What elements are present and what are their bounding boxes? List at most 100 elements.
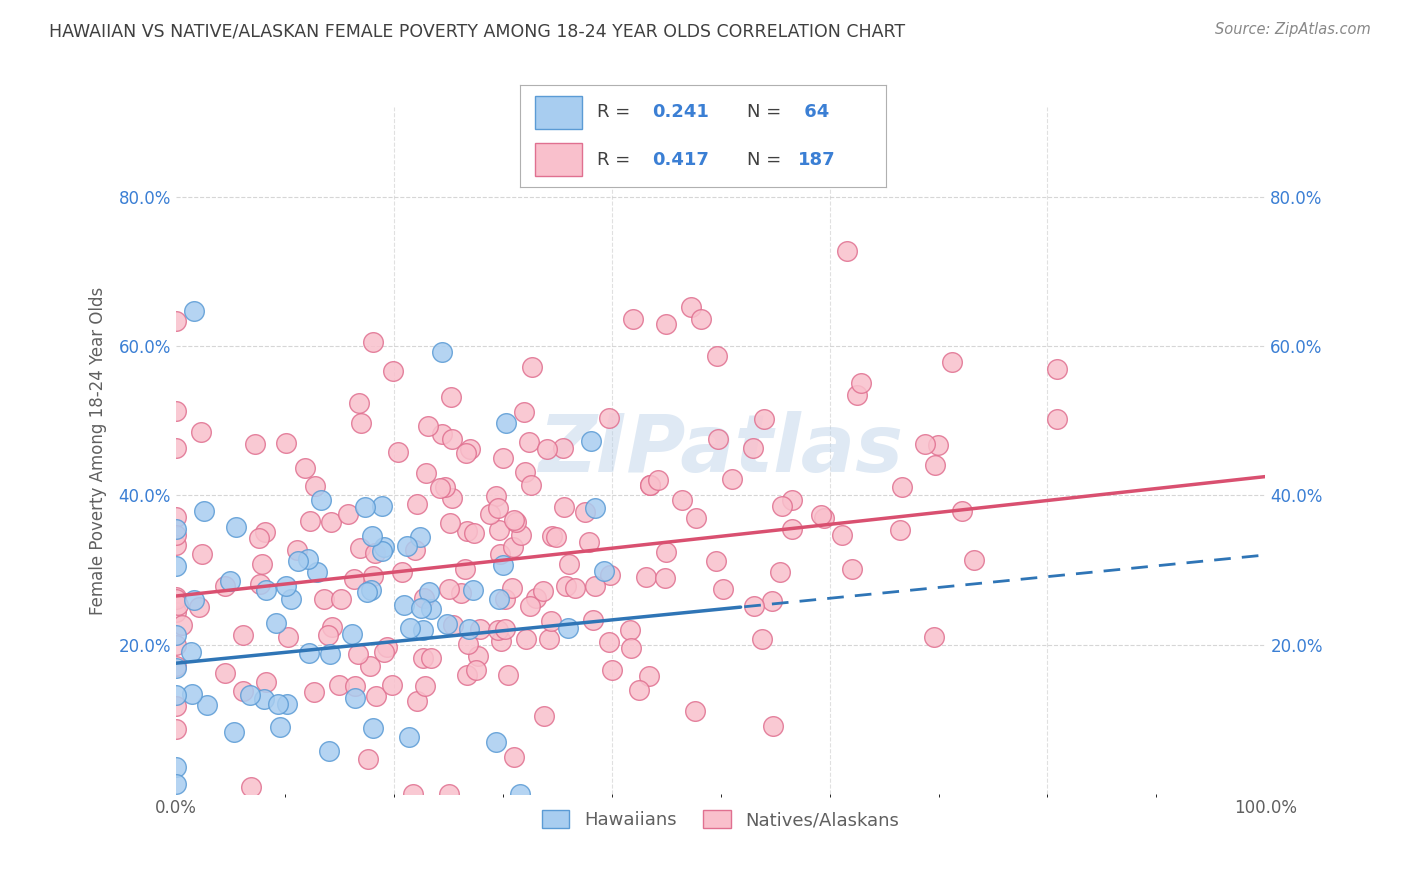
Point <box>711 582 734 597</box>
Point <box>922 630 945 644</box>
Point <box>458 442 481 456</box>
Point <box>889 523 911 537</box>
Bar <box>534 144 582 176</box>
Point <box>195 698 218 712</box>
Point <box>456 667 478 681</box>
Point <box>440 390 463 404</box>
Point <box>247 531 270 545</box>
Point <box>636 570 658 584</box>
Point <box>394 598 416 612</box>
Point <box>489 547 512 561</box>
Point <box>520 478 543 492</box>
Point <box>294 461 316 475</box>
Point <box>439 516 461 531</box>
Point <box>433 480 456 494</box>
Point <box>679 301 702 315</box>
Point <box>519 599 541 613</box>
Point <box>165 528 187 542</box>
Point <box>165 638 187 652</box>
Point <box>274 578 297 592</box>
Point <box>232 684 254 698</box>
Point <box>831 527 853 541</box>
Point <box>754 412 776 426</box>
Point <box>619 623 641 637</box>
Point <box>628 683 651 698</box>
Point <box>253 691 276 706</box>
Point <box>361 335 384 350</box>
Point <box>436 616 458 631</box>
Point <box>193 504 215 518</box>
Point <box>647 473 669 487</box>
Point <box>430 426 453 441</box>
Point <box>553 500 575 515</box>
Point <box>304 685 326 699</box>
Point <box>381 364 404 378</box>
Point <box>360 582 382 597</box>
Point <box>336 507 359 521</box>
Point <box>769 565 792 579</box>
Point <box>456 524 478 538</box>
Point <box>463 526 485 541</box>
Point <box>361 528 384 542</box>
Point <box>593 564 616 578</box>
Point <box>321 620 343 634</box>
Point <box>495 416 517 430</box>
Point <box>924 458 946 472</box>
Legend: Hawaiians, Natives/Alaskans: Hawaiians, Natives/Alaskans <box>536 803 905 837</box>
Point <box>486 623 509 637</box>
Point <box>598 410 620 425</box>
Point <box>540 614 562 628</box>
Point <box>165 313 187 327</box>
Point <box>364 546 387 560</box>
Point <box>232 628 254 642</box>
Point <box>744 599 766 613</box>
Point <box>505 515 527 529</box>
Point <box>165 592 187 607</box>
Point <box>412 623 434 637</box>
Point <box>297 552 319 566</box>
Point <box>190 547 212 561</box>
Point <box>364 689 387 703</box>
Point <box>299 514 322 528</box>
Point <box>181 687 204 701</box>
Point <box>704 554 727 568</box>
Point <box>183 303 205 318</box>
Point <box>243 437 266 451</box>
Point <box>488 523 510 537</box>
Point <box>531 584 554 599</box>
Point <box>780 492 803 507</box>
Point <box>891 480 914 494</box>
Point <box>770 500 793 514</box>
Point <box>172 618 194 632</box>
Point <box>780 522 803 536</box>
Text: HAWAIIAN VS NATIVE/ALASKAN FEMALE POVERTY AMONG 18-24 YEAR OLDS CORRELATION CHAR: HAWAIIAN VS NATIVE/ALASKAN FEMALE POVERT… <box>49 22 905 40</box>
Point <box>489 634 512 648</box>
Point <box>350 416 373 430</box>
Point <box>165 760 187 774</box>
Point <box>598 634 620 648</box>
Point <box>502 750 524 764</box>
Point <box>437 787 460 801</box>
Point <box>683 704 706 718</box>
Point <box>165 699 187 714</box>
Point <box>579 434 602 449</box>
Point <box>165 659 187 673</box>
Point <box>546 530 568 544</box>
Text: N =: N = <box>747 103 787 121</box>
Point <box>165 510 187 524</box>
Point <box>846 388 869 402</box>
Point <box>502 541 524 555</box>
Point <box>406 694 429 708</box>
Point <box>349 396 371 410</box>
Point <box>254 674 277 689</box>
Point <box>564 582 586 596</box>
Point <box>706 349 728 363</box>
Point <box>429 481 451 495</box>
Point <box>404 543 426 558</box>
Point <box>415 467 437 481</box>
Point <box>373 540 395 554</box>
Point <box>165 628 187 642</box>
Point <box>373 645 395 659</box>
Point <box>266 615 288 630</box>
Point <box>254 583 277 598</box>
